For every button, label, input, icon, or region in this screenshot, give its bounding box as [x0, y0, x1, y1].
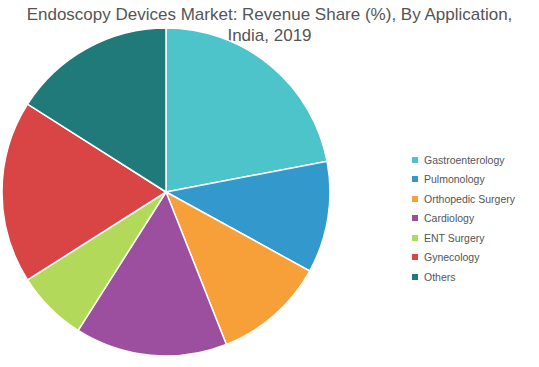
legend-swatch	[412, 196, 418, 202]
legend: Gastroenterology Pulmonology Orthopedic Su…	[412, 150, 515, 287]
legend-swatch	[412, 254, 418, 260]
legend-item: ENT Surgery	[412, 228, 515, 248]
legend-item: Pulmonology	[412, 170, 515, 190]
legend-label: Gastroenterology	[424, 154, 505, 166]
legend-item: Gynecology	[412, 248, 515, 268]
legend-label: Orthopedic Surgery	[424, 193, 515, 205]
legend-swatch	[412, 215, 418, 221]
legend-swatch	[412, 235, 418, 241]
legend-item: Others	[412, 267, 515, 287]
legend-item: Gastroenterology	[412, 150, 515, 170]
legend-item: Orthopedic Surgery	[412, 189, 515, 209]
legend-label: Gynecology	[424, 251, 479, 263]
legend-swatch	[412, 176, 418, 182]
legend-label: Cardiology	[424, 212, 474, 224]
legend-item: Cardiology	[412, 209, 515, 229]
legend-swatch	[412, 274, 418, 280]
legend-label: ENT Surgery	[424, 232, 485, 244]
legend-label: Pulmonology	[424, 173, 485, 185]
chart-title: Endoscopy Devices Market: Revenue Share …	[22, 4, 517, 46]
legend-label: Others	[424, 271, 456, 283]
pie-slice	[28, 28, 166, 192]
legend-swatch	[412, 157, 418, 163]
